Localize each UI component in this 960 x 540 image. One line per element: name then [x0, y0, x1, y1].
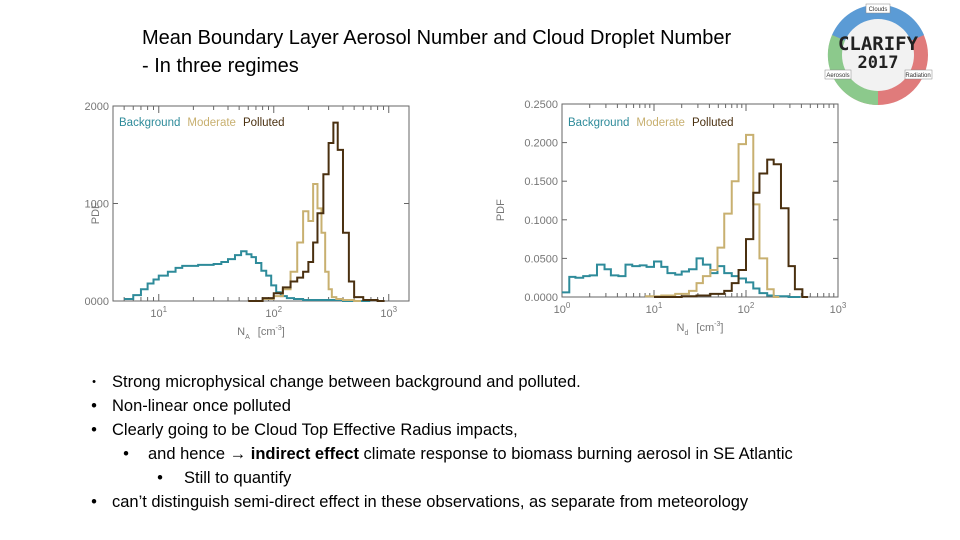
- series-line-moderate: [645, 133, 780, 298]
- bullet-dot: •: [123, 445, 129, 463]
- bullet-item: • Strong microphysical change between bac…: [88, 370, 948, 394]
- y-tick-label: 0.1500: [524, 176, 558, 188]
- x-label-unit-close: ]: [720, 322, 723, 334]
- logo-segment-top: Clouds: [869, 7, 888, 13]
- x-tick-label: 101: [150, 305, 167, 320]
- logo-segment-top-box: [865, 3, 891, 14]
- y-tick-label: 0.0500: [524, 253, 558, 265]
- x-tick-exp: 1: [658, 301, 663, 310]
- x-tick-base: 10: [830, 304, 842, 316]
- arrow-icon: →: [229, 445, 247, 463]
- aerosol-number-pdf-svg: 0.00000.10000.2000101102103NA[cm-3]PDFBa…: [85, 101, 410, 341]
- x-tick-exp: 3: [842, 301, 847, 310]
- aerosol-number-pdf-chart: 0.00000.10000.2000101102103NA[cm-3]PDFBa…: [85, 90, 425, 350]
- x-label-unit-exp: -3: [714, 321, 720, 328]
- x-axis-label: NA [cm-3]: [237, 325, 285, 341]
- bullet-dot: •: [92, 376, 96, 388]
- x-tick-label: 101: [646, 301, 663, 316]
- x-label-unit-exp: -3: [276, 325, 282, 332]
- x-tick-exp: 1: [163, 305, 168, 314]
- logo-text-main: CLARIFY: [838, 33, 919, 55]
- series-line-moderate: [262, 183, 362, 302]
- x-tick-label: 102: [738, 301, 755, 316]
- series-line-background: [562, 257, 801, 298]
- x-tick-base: 10: [646, 304, 658, 316]
- x-label-main: N: [237, 326, 245, 338]
- x-label-sub: d: [685, 330, 689, 337]
- x-tick-label: 103: [380, 305, 397, 320]
- bullet-item: • and hence → indirect effect climate res…: [88, 442, 948, 466]
- bullet-dot: •: [91, 493, 97, 511]
- x-tick-label: 100: [554, 301, 571, 316]
- x-tick-label: 102: [265, 305, 282, 320]
- droplet-number-pdf-chart: 0.0000 0.0500 0.1000 0.1500 0.2000 0.2500 100 1…: [490, 90, 855, 345]
- bullet-text-pre: and hence: [148, 445, 230, 463]
- slide-title-line2: - In three regimes: [142, 55, 299, 77]
- y-tick-label: 0.1000: [524, 215, 558, 227]
- series-line-polluted: [248, 121, 385, 302]
- logo-segment-right: Radiation: [905, 73, 930, 79]
- series-line-background: [124, 250, 371, 302]
- clarify-logo: Clouds Aerosols Radiation CLARIFY 2017: [822, 2, 934, 108]
- legend-entry-moderate: Moderate: [187, 117, 236, 129]
- bullet-text-bold: indirect effect: [250, 445, 359, 463]
- y-tick-label: 0.1000: [85, 199, 109, 211]
- x-tick-base: 10: [554, 304, 566, 316]
- x-tick-exp: 2: [750, 301, 755, 310]
- x-axis-label: Nd [cm-3]: [677, 321, 724, 337]
- clarify-logo-graphic: Clouds Aerosols Radiation CLARIFY 2017: [824, 3, 933, 106]
- x-tick-base: 10: [265, 308, 277, 320]
- legend-entry-polluted: Polluted: [243, 117, 285, 129]
- bullet-item: • Non-linear once polluted: [88, 394, 948, 418]
- x-label-main: N: [677, 322, 685, 334]
- bullet-text: Still to quantify: [184, 469, 292, 487]
- y-tick-label: 0.2000: [524, 138, 558, 150]
- logo-segment-left: Aerosols: [826, 73, 849, 79]
- x-label-unit: [cm: [696, 322, 714, 334]
- logo-text-year: 2017: [858, 53, 899, 73]
- legend-entry-background: Background: [568, 117, 629, 129]
- bullet-dot: •: [91, 421, 97, 439]
- x-tick-base: 10: [150, 308, 162, 320]
- legend-entry-polluted: Polluted: [692, 117, 734, 129]
- logo-inner-circle: [842, 19, 914, 91]
- x-tick-exp: 0: [566, 301, 571, 310]
- y-tick-label: 0.0000: [85, 296, 109, 308]
- slide-title-line1: Mean Boundary Layer Aerosol Number and C…: [142, 27, 732, 49]
- x-tick-base: 10: [380, 308, 392, 320]
- bullet-dot: •: [157, 469, 163, 487]
- y-tick-label: 0.2500: [524, 99, 558, 111]
- bullet-item: • Clearly going to be Cloud Top Effective…: [88, 418, 948, 442]
- bullet-text: Strong microphysical change between back…: [112, 373, 581, 391]
- x-tick-exp: 3: [393, 305, 398, 314]
- plot-frame: [561, 103, 839, 298]
- y-axis-label: PDF: [90, 202, 102, 224]
- y-axis-label: PDF: [495, 199, 507, 221]
- x-tick-base: 10: [738, 304, 750, 316]
- bullet-text: Non-linear once polluted: [112, 397, 291, 415]
- x-label-unit-close: ]: [282, 326, 285, 338]
- legend-entry-moderate: Moderate: [636, 117, 685, 129]
- bullet-text: Clearly going to be Cloud Top Effective …: [112, 421, 518, 439]
- x-label-sub: A: [245, 334, 250, 341]
- logo-segment-right-box: [904, 69, 933, 80]
- bullet-dot: •: [91, 397, 97, 415]
- y-tick-label: 0.0000: [524, 292, 558, 304]
- bullet-list: • Strong microphysical change between bac…: [88, 370, 948, 514]
- bullet-text-post: climate response to biomass burning aero…: [358, 445, 793, 463]
- bullet-item: • can’t distinguish semi-direct effect in…: [88, 490, 948, 514]
- slide-title: Mean Boundary Layer Aerosol Number and C…: [142, 24, 822, 80]
- logo-segment-left-box: [824, 69, 852, 80]
- x-label-unit: [cm: [258, 326, 276, 338]
- x-tick-label: 103: [830, 301, 847, 316]
- y-tick-label: 0.2000: [85, 101, 109, 113]
- series-line-polluted: [654, 158, 808, 298]
- legend-entry-background: Background: [119, 117, 180, 129]
- bullet-text: can’t distinguish semi-direct effect in …: [112, 493, 749, 511]
- x-tick-exp: 2: [278, 305, 283, 314]
- bullet-item: • Still to quantify: [88, 466, 948, 490]
